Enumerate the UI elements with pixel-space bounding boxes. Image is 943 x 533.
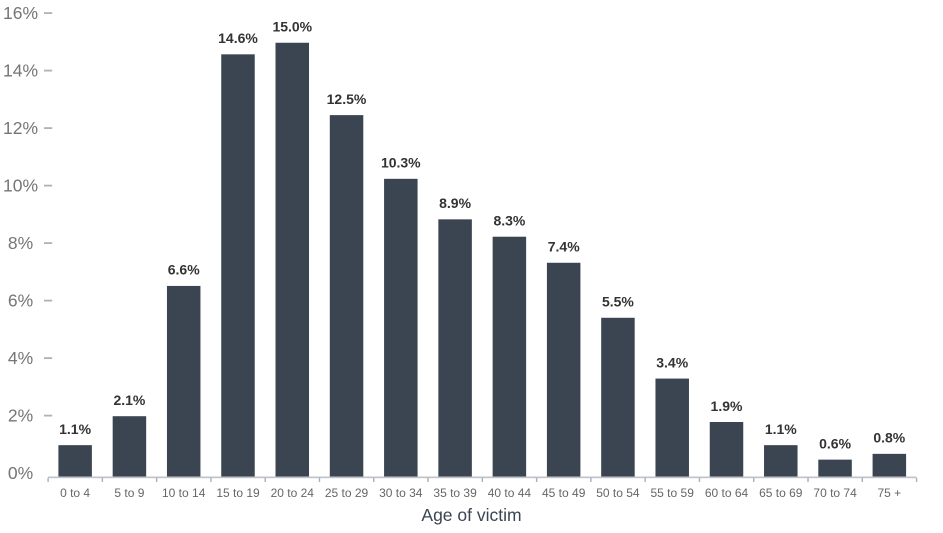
- svg-text:0%: 0%: [8, 463, 33, 483]
- svg-text:7.4%: 7.4%: [548, 239, 580, 255]
- svg-text:14.6%: 14.6%: [218, 30, 258, 46]
- svg-text:60 to 64: 60 to 64: [705, 486, 749, 500]
- svg-text:5.5%: 5.5%: [602, 294, 634, 310]
- svg-text:45 to 49: 45 to 49: [542, 486, 586, 500]
- svg-text:12.5%: 12.5%: [327, 91, 367, 107]
- svg-text:15.0%: 15.0%: [272, 19, 312, 35]
- svg-text:2%: 2%: [8, 406, 33, 426]
- svg-text:10%: 10%: [3, 176, 38, 196]
- svg-text:5 to 9: 5 to 9: [114, 486, 144, 500]
- svg-text:4%: 4%: [8, 348, 33, 368]
- svg-text:10.3%: 10.3%: [381, 155, 421, 171]
- svg-text:6.6%: 6.6%: [168, 262, 200, 278]
- svg-text:1.9%: 1.9%: [711, 398, 743, 414]
- svg-text:10 to 14: 10 to 14: [162, 486, 206, 500]
- svg-text:0.6%: 0.6%: [819, 435, 851, 451]
- svg-text:0.8%: 0.8%: [873, 430, 905, 446]
- svg-text:75 +: 75 +: [877, 486, 901, 500]
- svg-text:12%: 12%: [3, 118, 38, 138]
- svg-text:8%: 8%: [8, 233, 33, 253]
- svg-text:14%: 14%: [3, 61, 38, 81]
- svg-text:Age of victim: Age of victim: [421, 505, 521, 525]
- svg-text:55 to 59: 55 to 59: [651, 486, 695, 500]
- svg-text:3.4%: 3.4%: [656, 354, 688, 370]
- svg-text:35 to 39: 35 to 39: [433, 486, 477, 500]
- svg-text:15 to 19: 15 to 19: [216, 486, 260, 500]
- svg-text:70 to 74: 70 to 74: [813, 486, 857, 500]
- svg-text:16%: 16%: [3, 3, 38, 23]
- svg-text:6%: 6%: [8, 291, 33, 311]
- svg-text:65 to 69: 65 to 69: [759, 486, 803, 500]
- svg-text:20 to 24: 20 to 24: [271, 486, 315, 500]
- svg-text:2.1%: 2.1%: [113, 392, 145, 408]
- svg-text:8.9%: 8.9%: [439, 195, 471, 211]
- svg-text:8.3%: 8.3%: [493, 213, 525, 229]
- svg-text:40 to 44: 40 to 44: [488, 486, 532, 500]
- svg-text:1.1%: 1.1%: [59, 421, 91, 437]
- svg-text:0 to 4: 0 to 4: [60, 486, 90, 500]
- svg-text:25 to 29: 25 to 29: [325, 486, 369, 500]
- svg-text:1.1%: 1.1%: [765, 421, 797, 437]
- svg-text:50 to 54: 50 to 54: [596, 486, 640, 500]
- svg-text:30 to 34: 30 to 34: [379, 486, 423, 500]
